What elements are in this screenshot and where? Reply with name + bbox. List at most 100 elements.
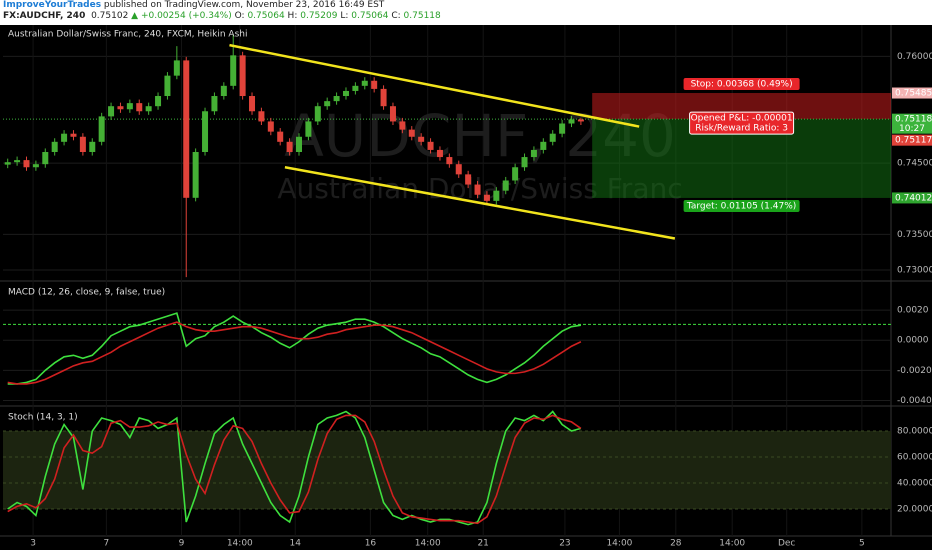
- candle-body: [108, 106, 115, 117]
- candle-body: [314, 106, 321, 122]
- candle-body: [549, 133, 556, 142]
- price-marker-countdown: 10:27: [899, 124, 925, 134]
- candle-body: [164, 75, 171, 97]
- candle-body: [493, 190, 500, 201]
- mark-layer: [4, 34, 584, 526]
- panel-title: Australian Dollar/Swiss Franc, 240, FXCM…: [8, 30, 247, 40]
- price-marker-label: 0.75118: [895, 115, 932, 125]
- candle-body: [70, 133, 77, 137]
- candle-body: [296, 136, 302, 153]
- close: 0.75118: [403, 11, 441, 21]
- candle-body: [465, 174, 472, 185]
- x-tick-label: 7: [103, 539, 109, 549]
- x-tick-label: 5: [859, 539, 865, 549]
- o-label: O:: [234, 11, 245, 21]
- y-tick-label: 60.0000: [897, 453, 932, 463]
- price-marker: [892, 87, 932, 99]
- y-tick-label: -0.0040: [897, 396, 932, 406]
- candle-body: [183, 60, 190, 198]
- published: published on TradingView.com, November 2…: [103, 0, 385, 10]
- author[interactable]: ImproveYourTrades: [3, 0, 102, 10]
- y-tick-label: 40.0000: [897, 479, 932, 489]
- candle-body: [455, 164, 462, 175]
- x-tick-label: 14:00: [227, 539, 253, 549]
- candle-body: [502, 180, 509, 191]
- pnl-box: [689, 111, 795, 135]
- candle-body: [512, 167, 519, 181]
- candle-body: [324, 101, 331, 107]
- x-tick-label: 9: [179, 539, 185, 549]
- rr-label: Risk/Reward Ratio: 3: [695, 124, 788, 134]
- candle-body: [540, 141, 547, 150]
- candle-body: [23, 160, 30, 168]
- price-marker-label: 0.74012: [895, 193, 932, 203]
- price-marker: [892, 113, 932, 134]
- candle-body: [277, 131, 284, 142]
- candle-body: [521, 157, 528, 168]
- change: ▲ +0.00254 (+0.34%): [131, 11, 232, 21]
- candle-body: [14, 160, 21, 163]
- symbol: FX:AUDCHF, 240: [3, 11, 86, 21]
- candle-body: [559, 123, 566, 134]
- x-tick-label: 16: [365, 539, 377, 549]
- series-line: [7, 414, 582, 525]
- candle-body: [267, 121, 274, 132]
- candle-body: [577, 119, 584, 122]
- quote-line: FX:AUDCHF, 240 0.75102 ▲ +0.00254 (+0.34…: [0, 11, 932, 22]
- candle-body: [32, 164, 39, 168]
- panel-title: Stoch (14, 3, 1): [8, 413, 78, 423]
- candle-body: [173, 60, 180, 76]
- series-line: [7, 312, 582, 385]
- candle-body: [249, 96, 256, 112]
- candle-body: [145, 106, 152, 112]
- candle-body: [333, 96, 340, 102]
- candle-body: [483, 194, 490, 201]
- trendline: [284, 166, 676, 240]
- candle-body: [202, 111, 209, 153]
- candle-body: [136, 103, 143, 112]
- candle-body: [117, 106, 124, 110]
- candle-body: [98, 116, 105, 142]
- high: 0.75209: [300, 11, 338, 21]
- candle-body: [399, 121, 406, 130]
- candle-body: [427, 141, 434, 150]
- y-tick-label: 0.0020: [897, 306, 929, 316]
- target-label-box: [683, 199, 800, 212]
- price-marker-label: 0.75117: [895, 136, 932, 146]
- candle-body: [126, 103, 133, 110]
- price-marker: [892, 134, 932, 146]
- candle-body: [361, 80, 368, 86]
- x-tick-label: 23: [559, 539, 570, 549]
- last: 0.75102: [91, 11, 129, 21]
- candle-body: [42, 152, 49, 165]
- y-tick-label: 0.76000: [897, 52, 932, 62]
- candle-body: [89, 141, 96, 153]
- candle-body: [211, 96, 218, 112]
- candle-body: [230, 55, 237, 86]
- candle-body: [61, 133, 68, 142]
- candle-body: [568, 119, 575, 124]
- x-tick-label: Dec: [778, 539, 795, 549]
- candle-body: [286, 141, 293, 153]
- candle-body: [239, 55, 246, 97]
- trendline: [229, 43, 640, 128]
- c-label: C:: [391, 11, 401, 21]
- candle-body: [436, 149, 443, 158]
- pnl-label: Opened P&L: -0.00001: [691, 114, 793, 124]
- price-marker: [892, 192, 932, 204]
- candle-body: [192, 152, 199, 198]
- y-tick-label: 0.73500: [897, 230, 932, 240]
- candle-body: [446, 157, 453, 165]
- y-tick-label: 80.0000: [897, 427, 932, 437]
- stop-label-box: [683, 78, 800, 91]
- candle-body: [305, 121, 312, 137]
- y-tick-label: 0.74500: [897, 159, 932, 169]
- x-tick-label: 28: [670, 539, 682, 549]
- y-tick-label: -0.0020: [897, 366, 932, 376]
- h-label: H:: [287, 11, 298, 21]
- target-label: Target: 0.01105 (1.47%): [686, 201, 796, 211]
- candle-body: [79, 136, 86, 153]
